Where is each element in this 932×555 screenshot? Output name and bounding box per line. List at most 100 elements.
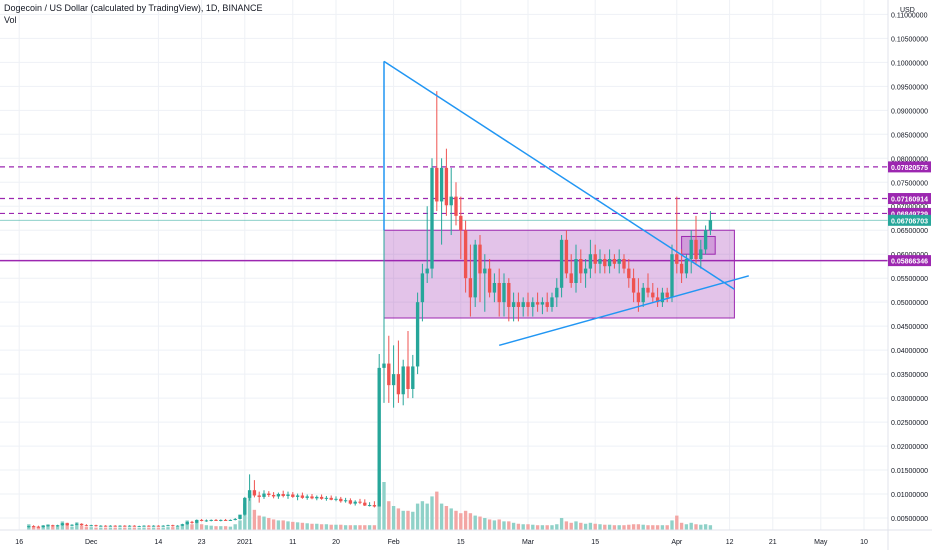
candle: [204, 519, 209, 522]
candle-body: [214, 519, 218, 521]
volume-bar: [598, 524, 602, 530]
volume-bar: [295, 522, 300, 530]
candle-body: [137, 526, 141, 528]
volume-bar: [228, 526, 233, 530]
volume-bar: [670, 520, 674, 530]
candle: [651, 282, 655, 303]
candle: [209, 519, 213, 522]
candle-body: [401, 366, 405, 395]
volume-bar: [372, 525, 377, 530]
trendline: [498, 275, 750, 347]
candle: [487, 259, 492, 298]
price-badge: 0.07160914: [888, 193, 931, 205]
candle-body: [156, 525, 161, 527]
candle-body: [46, 525, 50, 527]
volume-bar: [454, 510, 458, 530]
candle-body: [670, 254, 674, 298]
volume-bar: [358, 525, 362, 530]
volume-bar: [324, 524, 329, 530]
candle-body: [276, 494, 281, 497]
volume-bar: [468, 513, 473, 530]
candle-body: [564, 239, 569, 274]
candle-body: [569, 273, 573, 283]
volume-bar: [214, 526, 218, 530]
price-badge: 0.07820575: [888, 161, 931, 173]
volume-label: Vol: [4, 15, 17, 25]
candle: [348, 498, 353, 505]
volume-bar: [603, 524, 607, 530]
volume-bar: [396, 508, 401, 530]
volume-bar: [665, 525, 669, 530]
candle-body: [651, 292, 655, 298]
candle-body: [99, 525, 103, 527]
candle-body: [185, 521, 189, 525]
volume-bar: [689, 522, 693, 530]
candle-body: [684, 259, 689, 274]
candle: [708, 211, 713, 236]
candle: [166, 524, 170, 527]
candle: [439, 158, 444, 245]
candle-body: [593, 254, 597, 264]
candle-body: [555, 287, 559, 298]
volume-bar: [166, 527, 170, 530]
candle: [113, 525, 117, 527]
volume-bar: [185, 520, 189, 530]
candle: [703, 225, 708, 255]
candle-body: [142, 525, 146, 527]
candle: [627, 259, 631, 288]
volume-bar: [646, 525, 650, 530]
candle-body: [665, 292, 669, 298]
volume-bar: [459, 513, 463, 530]
volume-bar: [439, 503, 444, 530]
candle-body: [51, 525, 55, 527]
candle-body: [334, 498, 338, 500]
candle: [123, 525, 127, 527]
candle-body: [84, 525, 89, 527]
candle: [223, 518, 228, 521]
volume-bar: [463, 510, 468, 530]
price-badge-box: [888, 214, 931, 226]
candle: [622, 254, 626, 274]
candle: [199, 518, 204, 522]
candle: [631, 268, 636, 303]
volume-bar: [660, 525, 665, 530]
volume-bar: [310, 523, 314, 530]
volume-bar: [631, 524, 636, 530]
price-badge-label: 0.05866346: [891, 259, 928, 266]
candle: [598, 249, 602, 274]
candle-body: [598, 259, 602, 264]
candle: [31, 525, 36, 528]
candle-body: [396, 374, 401, 395]
candle-body: [487, 268, 492, 293]
candle-body: [223, 519, 228, 521]
volume-bar: [387, 501, 391, 530]
price-badge-label: 0.06706703: [891, 218, 928, 225]
volume-bar: [70, 526, 74, 530]
candle: [161, 525, 165, 527]
price-tick-label: 0.04500000: [891, 324, 928, 331]
candle-body: [204, 520, 209, 522]
volume-bar: [641, 524, 645, 530]
candle-body: [483, 268, 487, 274]
candle: [540, 297, 545, 315]
candle-body: [147, 525, 151, 527]
candle-body: [406, 366, 410, 389]
volume-bar: [223, 526, 228, 530]
candle: [281, 490, 285, 498]
volume-bar: [675, 515, 679, 530]
candle: [478, 235, 482, 303]
volume-bar: [699, 524, 703, 530]
volume-bar: [545, 525, 549, 530]
volume-bar: [257, 515, 261, 530]
candle: [459, 196, 463, 260]
date-tick-label: 21: [769, 539, 777, 546]
candle-body: [27, 526, 31, 528]
candle-body: [118, 525, 122, 527]
candle-body: [526, 302, 530, 307]
candle: [574, 244, 578, 293]
price-tick-label: 0.02500000: [891, 420, 928, 427]
candle-body: [675, 254, 679, 264]
volume-bar: [103, 527, 108, 530]
